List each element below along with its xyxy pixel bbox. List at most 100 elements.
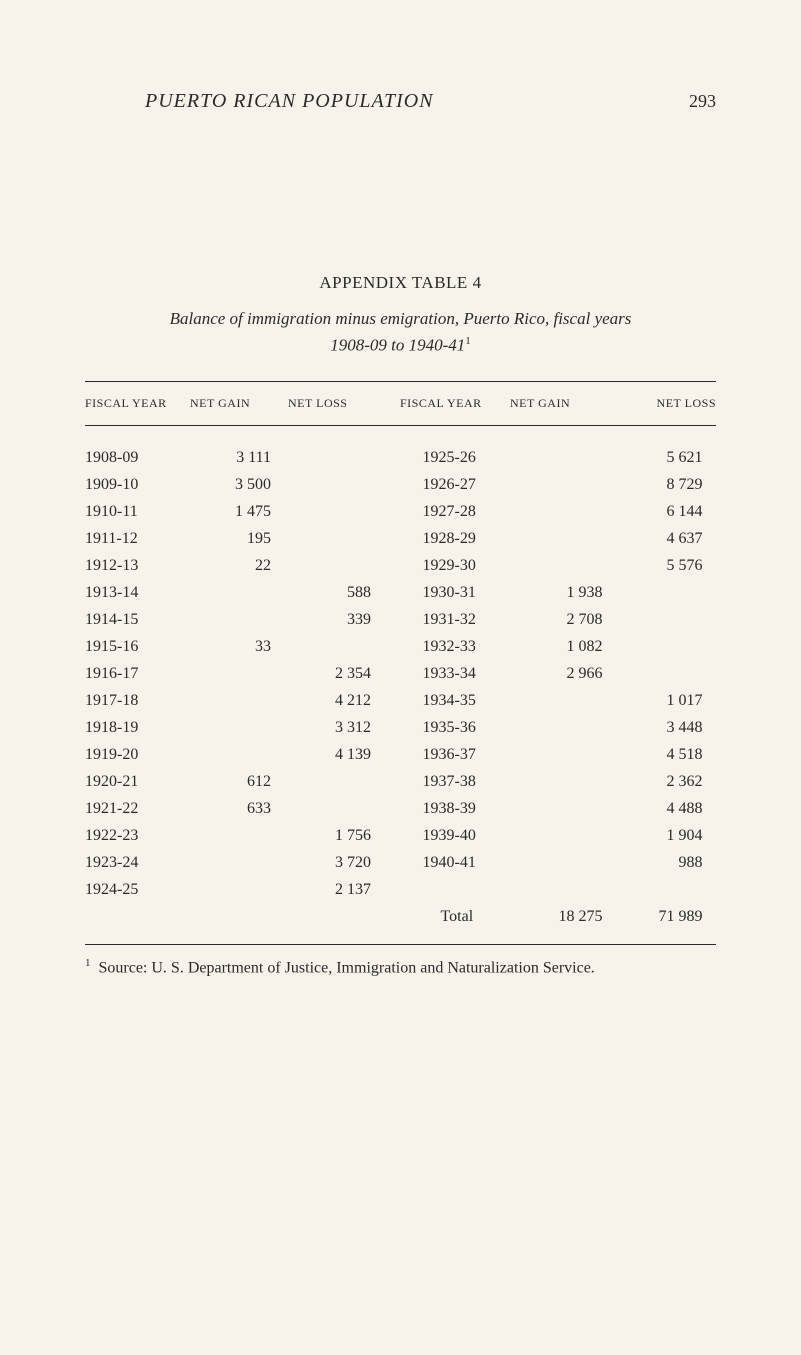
net-gain-cell bbox=[503, 471, 603, 498]
net-gain-cell bbox=[503, 687, 603, 714]
table-body: 1908-091909-101910-111911-121912-131913-… bbox=[85, 426, 716, 944]
col-header-net-loss-left: NET LOSS bbox=[288, 396, 400, 411]
fiscal-year-cell: 1910-11 bbox=[85, 498, 171, 525]
net-loss-cell bbox=[603, 660, 703, 687]
net-gain-cell bbox=[503, 444, 603, 471]
net-gain-cell: 18 275 bbox=[503, 903, 603, 930]
net-loss-cell: 2 362 bbox=[603, 768, 703, 795]
net-gain-cell bbox=[503, 714, 603, 741]
net-gain-cell bbox=[171, 687, 271, 714]
net-loss-cell: 339 bbox=[271, 606, 371, 633]
net-gain-cell bbox=[171, 876, 271, 903]
net-loss-cell: 71 989 bbox=[603, 903, 703, 930]
fiscal-year-cell: 1935-36 bbox=[423, 714, 503, 741]
fiscal-year-cell: 1931-32 bbox=[423, 606, 503, 633]
footnote-text: Source: U. S. Department of Justice, Imm… bbox=[99, 960, 595, 977]
net-loss-cell: 4 637 bbox=[603, 525, 703, 552]
fiscal-year-cell: 1908-09 bbox=[85, 444, 171, 471]
fiscal-year-cell: 1926-27 bbox=[423, 471, 503, 498]
net-loss-cell bbox=[271, 471, 371, 498]
left-half: 1908-091909-101910-111911-121912-131913-… bbox=[85, 444, 401, 930]
net-loss-cell bbox=[271, 552, 371, 579]
net-loss-cell: 4 488 bbox=[603, 795, 703, 822]
footnote-marker: 1 bbox=[85, 957, 91, 969]
net-gain-cell bbox=[503, 552, 603, 579]
net-loss-cell: 6 144 bbox=[603, 498, 703, 525]
net-loss-cell bbox=[603, 606, 703, 633]
net-loss-cell: 1 756 bbox=[271, 822, 371, 849]
net-loss-cell: 3 448 bbox=[603, 714, 703, 741]
net-gain-cell: 3 111 bbox=[171, 444, 271, 471]
left-loss-column: 5883392 3544 2123 3124 1391 7563 7202 13… bbox=[271, 444, 371, 930]
net-gain-cell: 2 708 bbox=[503, 606, 603, 633]
fiscal-year-cell: 1913-14 bbox=[85, 579, 171, 606]
net-gain-cell: 33 bbox=[171, 633, 271, 660]
left-gain-column: 3 1113 5001 4751952233612633 bbox=[171, 444, 271, 930]
fiscal-year-cell: 1933-34 bbox=[423, 660, 503, 687]
fiscal-year-cell: 1934-35 bbox=[423, 687, 503, 714]
fiscal-year-cell: 1922-23 bbox=[85, 822, 171, 849]
fiscal-year-cell bbox=[423, 876, 503, 903]
net-gain-cell: 22 bbox=[171, 552, 271, 579]
appendix-label: APPENDIX TABLE 4 bbox=[85, 273, 716, 293]
net-gain-cell bbox=[503, 741, 603, 768]
net-loss-cell bbox=[271, 633, 371, 660]
table-title: Balance of immigration minus emigration,… bbox=[115, 307, 686, 331]
bottom-rule bbox=[85, 944, 716, 945]
fiscal-year-cell: 1920-21 bbox=[85, 768, 171, 795]
net-gain-cell: 633 bbox=[171, 795, 271, 822]
fiscal-year-cell: 1912-13 bbox=[85, 552, 171, 579]
net-gain-cell bbox=[171, 741, 271, 768]
net-gain-cell: 2 966 bbox=[503, 660, 603, 687]
col-header-fiscal-year-left: FISCAL YEAR bbox=[85, 396, 190, 411]
net-gain-cell bbox=[503, 849, 603, 876]
net-loss-cell bbox=[603, 633, 703, 660]
net-gain-cell bbox=[503, 876, 603, 903]
fiscal-year-cell: 1932-33 bbox=[423, 633, 503, 660]
col-header-fiscal-year-right: FISCAL YEAR bbox=[400, 396, 510, 411]
net-loss-cell: 8 729 bbox=[603, 471, 703, 498]
net-loss-cell: 1 017 bbox=[603, 687, 703, 714]
fiscal-year-cell: 1936-37 bbox=[423, 741, 503, 768]
fiscal-year-cell: 1917-18 bbox=[85, 687, 171, 714]
net-loss-cell: 1 904 bbox=[603, 822, 703, 849]
net-loss-cell bbox=[271, 498, 371, 525]
net-loss-cell: 4 212 bbox=[271, 687, 371, 714]
net-gain-cell bbox=[171, 849, 271, 876]
fiscal-year-cell: 1916-17 bbox=[85, 660, 171, 687]
footnote-block: 1 Source: U. S. Department of Justice, Im… bbox=[85, 957, 716, 977]
col-header-net-gain-right: NET GAIN bbox=[510, 396, 608, 411]
fiscal-year-cell: 1939-40 bbox=[423, 822, 503, 849]
net-loss-cell bbox=[603, 876, 703, 903]
footnote: 1 Source: U. S. Department of Justice, Im… bbox=[85, 957, 716, 977]
net-gain-cell bbox=[503, 768, 603, 795]
net-loss-cell: 2 354 bbox=[271, 660, 371, 687]
net-gain-cell bbox=[503, 822, 603, 849]
left-year-column: 1908-091909-101910-111911-121912-131913-… bbox=[85, 444, 171, 930]
right-half: 1925-261926-271927-281928-291929-301930-… bbox=[401, 444, 717, 930]
net-gain-cell bbox=[171, 822, 271, 849]
fiscal-year-cell: 1909-10 bbox=[85, 471, 171, 498]
net-loss-cell bbox=[603, 579, 703, 606]
fiscal-year-cell: 1929-30 bbox=[423, 552, 503, 579]
running-header: PUERTO RICAN POPULATION 293 bbox=[85, 90, 716, 113]
net-loss-cell: 5 621 bbox=[603, 444, 703, 471]
net-loss-cell: 4 518 bbox=[603, 741, 703, 768]
net-gain-cell: 1 475 bbox=[171, 498, 271, 525]
net-loss-cell: 2 137 bbox=[271, 876, 371, 903]
fiscal-year-cell: 1930-31 bbox=[423, 579, 503, 606]
right-year-column: 1925-261926-271927-281928-291929-301930-… bbox=[423, 444, 503, 930]
column-headers: FISCAL YEAR NET GAIN NET LOSS FISCAL YEA… bbox=[85, 382, 716, 425]
net-loss-cell: 5 576 bbox=[603, 552, 703, 579]
fiscal-year-cell: 1921-22 bbox=[85, 795, 171, 822]
net-gain-cell bbox=[503, 795, 603, 822]
fiscal-year-cell: 1924-25 bbox=[85, 876, 171, 903]
subtitle-text: 1908-09 to 1940-41 bbox=[330, 335, 465, 354]
net-loss-cell bbox=[271, 444, 371, 471]
table-subtitle: 1908-09 to 1940-411 bbox=[85, 335, 716, 356]
running-title: PUERTO RICAN POPULATION bbox=[145, 90, 434, 113]
col-header-net-loss-right: NET LOSS bbox=[608, 396, 716, 411]
fiscal-year-cell: 1919-20 bbox=[85, 741, 171, 768]
net-gain-cell bbox=[171, 714, 271, 741]
title-footnote-marker: 1 bbox=[465, 335, 471, 347]
